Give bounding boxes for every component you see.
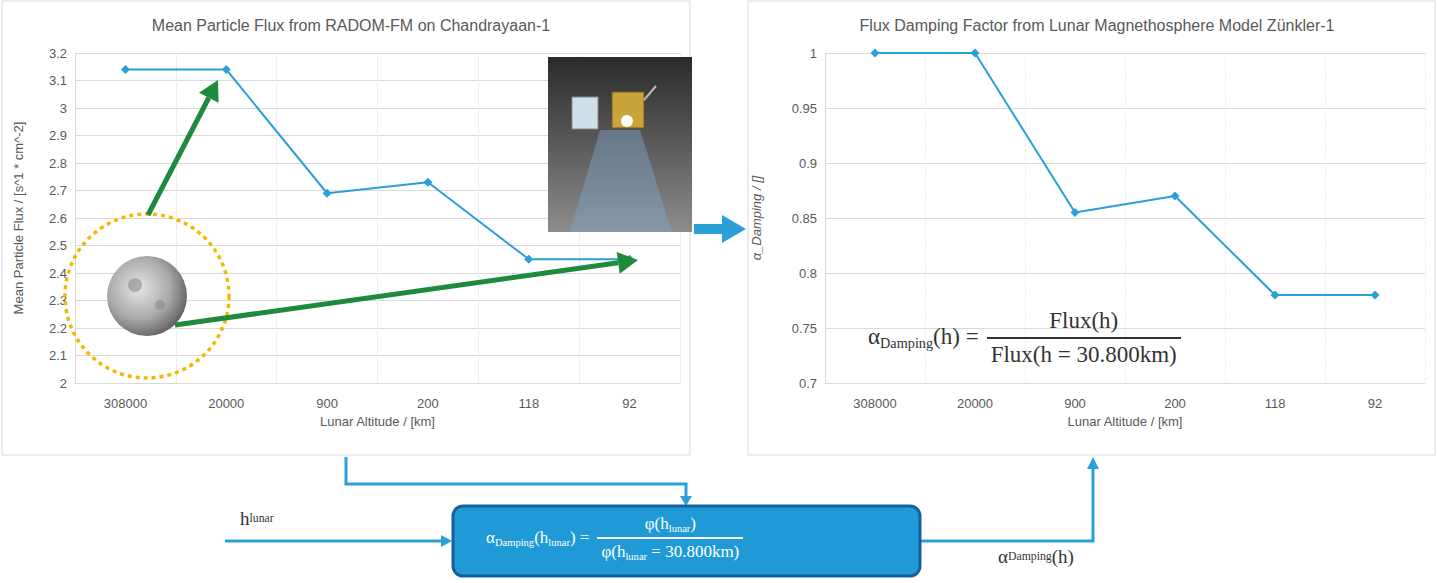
html-text:αDamping(h) =: αDamping(h) =	[868, 323, 979, 352]
html-text:αDamping(hlunar) =: αDamping(hlunar) =	[486, 528, 590, 549]
svg-text:Lunar Altitude / [km]: Lunar Altitude / [km]	[1068, 414, 1183, 429]
svg-text:0.9: 0.9	[799, 156, 817, 171]
svg-text:0.7: 0.7	[799, 376, 817, 391]
html-text:hlunar: hlunar	[240, 508, 274, 529]
svg-text:2.3: 2.3	[49, 293, 67, 308]
svg-text:Flux Damping Factor from Lunar: Flux Damping Factor from Lunar Magnethos…	[860, 17, 1335, 34]
svg-text:200: 200	[417, 396, 439, 411]
svg-text:2.1: 2.1	[49, 348, 67, 363]
svg-text:0.75: 0.75	[792, 321, 817, 336]
svg-text:92: 92	[622, 396, 636, 411]
svg-text:α_Damping / []: α_Damping / []	[749, 175, 764, 260]
svg-text:308000: 308000	[104, 396, 147, 411]
svg-text:2.7: 2.7	[49, 183, 67, 198]
svg-text:118: 118	[518, 396, 539, 411]
svg-text:308000: 308000	[853, 396, 896, 411]
svg-text:Lunar Altitude / [km]: Lunar Altitude / [km]	[320, 414, 435, 429]
svg-text:0.95: 0.95	[792, 101, 817, 116]
svg-text:3: 3	[60, 101, 67, 116]
svg-text:92: 92	[1368, 396, 1382, 411]
svg-text:2.2: 2.2	[49, 321, 67, 336]
html-text:αDamping(h): αDamping(h)	[998, 546, 1074, 567]
svg-text:900: 900	[316, 396, 338, 411]
svg-text:2.8: 2.8	[49, 156, 67, 171]
svg-text:2.9: 2.9	[49, 128, 67, 143]
svg-text:Mean Particle Flux / [s^1 * cm: Mean Particle Flux / [s^1 * cm^-2]	[11, 122, 26, 315]
svg-text:Mean Particle Flux from RADOM-: Mean Particle Flux from RADOM-FM on Chan…	[152, 17, 550, 34]
svg-text:20000: 20000	[208, 396, 244, 411]
svg-text:2: 2	[60, 376, 67, 391]
svg-text:20000: 20000	[957, 396, 993, 411]
svg-text:900: 900	[1064, 396, 1086, 411]
svg-text:2.5: 2.5	[49, 238, 67, 253]
html-text:φ(hlunar= 30.800km): φ(hlunar= 30.800km)	[601, 542, 740, 563]
svg-text:1: 1	[810, 46, 817, 61]
html-text:Flux(h): Flux(h)	[1049, 308, 1119, 333]
svg-text:3.2: 3.2	[49, 46, 67, 61]
html-text:φ(hlunar): φ(hlunar)	[644, 514, 696, 535]
svg-text:2.6: 2.6	[49, 211, 67, 226]
svg-text:0.8: 0.8	[799, 266, 817, 281]
svg-text:118: 118	[1265, 396, 1286, 411]
svg-text:2.4: 2.4	[49, 266, 67, 281]
svg-text:3.1: 3.1	[49, 73, 67, 88]
svg-text:0.85: 0.85	[792, 211, 817, 226]
html-text:Flux(h = 30.800km): Flux(h = 30.800km)	[990, 342, 1177, 367]
svg-text:200: 200	[1164, 396, 1186, 411]
